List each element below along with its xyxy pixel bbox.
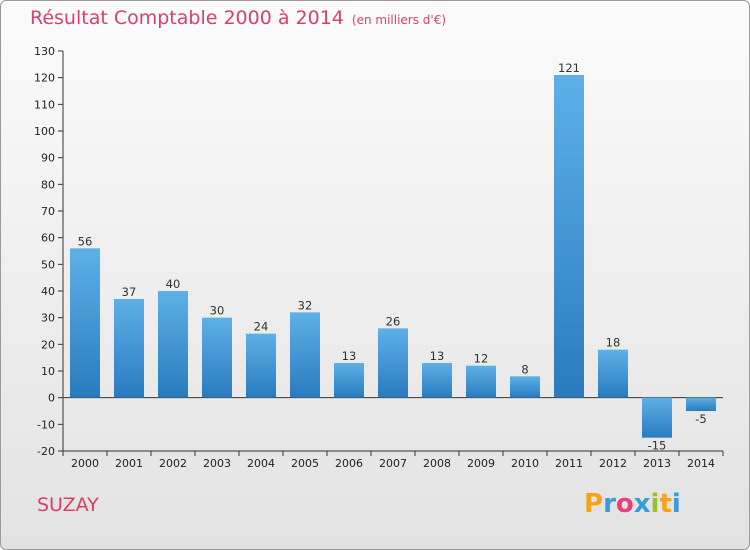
x-tick-label: 2001 (115, 457, 143, 470)
x-tick-label: 2008 (423, 457, 451, 470)
y-tick-label: 30 (41, 312, 55, 325)
x-tick-label: 2005 (291, 457, 319, 470)
logo-letter: i (671, 489, 681, 519)
data-label-2009: 12 (474, 352, 489, 366)
logo-letter: t (659, 489, 672, 519)
y-tick-label: 110 (34, 98, 55, 111)
chart-title: Résultat Comptable 2000 à 2014 (en millie… (30, 7, 447, 29)
bar-2002[interactable] (158, 291, 188, 398)
logo-letter: r (603, 489, 616, 519)
y-tick-label: -10 (37, 418, 55, 431)
logo-letter: o (615, 489, 634, 519)
data-label-2004: 24 (254, 320, 269, 334)
bar-2010[interactable] (510, 376, 540, 398)
x-tick-label: 2011 (555, 457, 583, 470)
location-name: SUZAY (37, 494, 99, 516)
proxiti-logo[interactable]: Proxiti (584, 489, 681, 519)
data-label-2011: 121 (558, 61, 580, 75)
bar-2006[interactable] (334, 363, 364, 398)
x-tick-label: 2014 (687, 457, 715, 470)
bar-2000[interactable] (70, 248, 100, 398)
logo-letter: P (584, 489, 604, 519)
x-tick-label: 2004 (247, 457, 275, 470)
y-tick-label: 130 (34, 45, 55, 58)
x-tick-label: 2013 (643, 457, 671, 470)
y-tick-label: -20 (37, 445, 55, 458)
x-tick-label: 2006 (335, 457, 363, 470)
y-tick-label: 50 (41, 258, 55, 271)
y-tick-label: 90 (41, 152, 55, 165)
data-label-2006: 13 (342, 349, 357, 363)
x-tick-label: 2009 (467, 457, 495, 470)
x-tick-label: 2000 (71, 457, 99, 470)
y-tick-label: 80 (41, 178, 55, 191)
y-tick-label: 120 (34, 72, 55, 85)
data-label-2008: 13 (430, 349, 445, 363)
x-tick-label: 2003 (203, 457, 231, 470)
data-label-2005: 32 (298, 298, 313, 312)
bar-2013[interactable] (642, 397, 672, 438)
data-label-2000: 56 (78, 234, 93, 248)
x-tick-label: 2010 (511, 457, 539, 470)
x-tick-label: 2012 (599, 457, 627, 470)
bar-2009[interactable] (466, 365, 496, 398)
data-label-2012: 18 (606, 336, 621, 350)
bar-2004[interactable] (246, 333, 276, 398)
chart-subtitle: (en milliers d'€) (351, 13, 447, 27)
data-label-2013: -15 (648, 439, 667, 453)
data-label-2003: 30 (210, 304, 225, 318)
y-tick-label: 70 (41, 205, 55, 218)
y-tick-label: 40 (41, 285, 55, 298)
data-label-2001: 37 (122, 285, 137, 299)
bar-2001[interactable] (114, 299, 144, 398)
x-tick-label: 2007 (379, 457, 407, 470)
y-tick-label: 100 (34, 125, 55, 138)
x-tick-label: 2002 (159, 457, 187, 470)
bar-2007[interactable] (378, 328, 408, 398)
bar-2008[interactable] (422, 363, 452, 398)
logo-letter: x (633, 489, 651, 519)
bar-2003[interactable] (202, 317, 232, 398)
data-label-2007: 26 (386, 314, 401, 328)
bar-2012[interactable] (598, 349, 628, 398)
logo-letter: i (650, 489, 660, 519)
data-label-2010: 8 (521, 362, 528, 376)
data-label-2014: -5 (695, 412, 706, 426)
y-tick-label: 20 (41, 338, 55, 351)
y-tick-label: 0 (48, 392, 55, 405)
y-tick-label: 10 (41, 365, 55, 378)
data-label-2002: 40 (166, 277, 181, 291)
bar-2005[interactable] (290, 312, 320, 398)
bar-2011[interactable] (554, 75, 584, 398)
y-tick-label: 60 (41, 232, 55, 245)
bar-2014[interactable] (686, 397, 716, 411)
